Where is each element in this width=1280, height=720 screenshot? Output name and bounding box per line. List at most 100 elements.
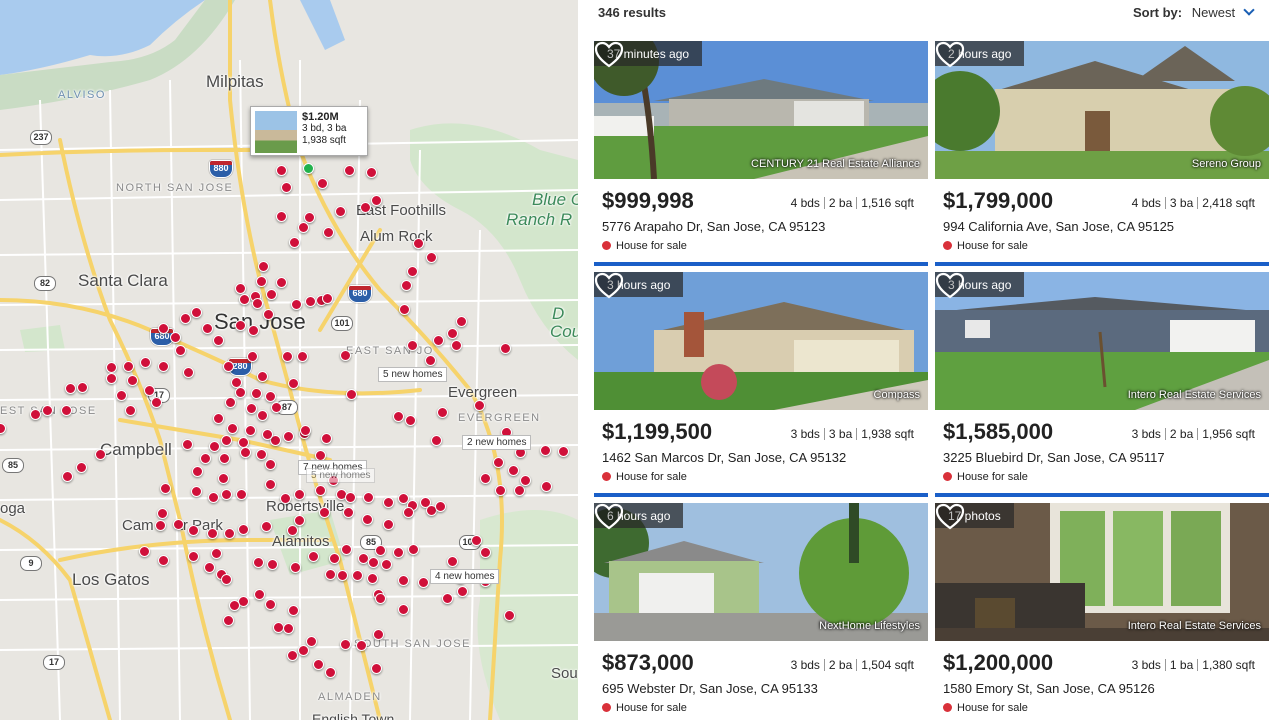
listing-pin[interactable] — [30, 409, 41, 420]
listing-pin[interactable] — [480, 547, 491, 558]
listing-pin[interactable] — [191, 486, 202, 497]
listing-pin[interactable] — [256, 276, 267, 287]
listing-pin[interactable] — [256, 449, 267, 460]
listing-pin[interactable] — [304, 212, 315, 223]
listing-pin[interactable] — [451, 340, 462, 351]
listing-pin[interactable] — [437, 407, 448, 418]
listing-pin[interactable] — [200, 453, 211, 464]
listing-pin[interactable] — [393, 547, 404, 558]
listing-pin[interactable] — [362, 514, 373, 525]
listing-pin[interactable] — [223, 361, 234, 372]
listing-pin[interactable] — [308, 551, 319, 562]
listing-pin[interactable] — [456, 316, 467, 327]
listing-pin[interactable] — [290, 562, 301, 573]
listing-pin[interactable] — [157, 508, 168, 519]
listing-pin[interactable] — [283, 623, 294, 634]
listing-pin[interactable] — [247, 351, 258, 362]
listing-pin[interactable] — [270, 435, 281, 446]
listing-pin[interactable] — [457, 586, 468, 597]
listing-pin[interactable] — [265, 459, 276, 470]
listing-pin[interactable] — [158, 323, 169, 334]
listing-pin[interactable] — [240, 447, 251, 458]
listing-pin[interactable] — [344, 165, 355, 176]
listing-pin[interactable] — [420, 497, 431, 508]
listing-pin[interactable] — [305, 296, 316, 307]
listing-pin[interactable] — [541, 481, 552, 492]
listing-pin[interactable] — [375, 545, 386, 556]
listing-photo[interactable]: 3 hours ago Intero Real Estate Services — [935, 272, 1269, 410]
listing-pin[interactable] — [329, 553, 340, 564]
listing-pin[interactable] — [298, 222, 309, 233]
listing-pin[interactable] — [340, 350, 351, 361]
listing-pin[interactable] — [175, 345, 186, 356]
listing-pin[interactable] — [245, 425, 256, 436]
listing-pin[interactable] — [219, 453, 230, 464]
listing-pin[interactable] — [493, 457, 504, 468]
listing-pin[interactable] — [106, 373, 117, 384]
listing-pin[interactable] — [281, 182, 292, 193]
listing-pin[interactable] — [447, 556, 458, 567]
map-panel[interactable]: Milpitas ALVISO NORTH SAN JOSE East Foot… — [0, 0, 578, 720]
listing-pin[interactable] — [191, 307, 202, 318]
listing-pin[interactable] — [288, 605, 299, 616]
listing-pin[interactable] — [514, 485, 525, 496]
listing-photo[interactable]: 6 hours ago NextHome Lifestyles — [594, 503, 928, 641]
listing-pin[interactable] — [315, 485, 326, 496]
listing-pin[interactable] — [155, 520, 166, 531]
listing-pin[interactable] — [265, 479, 276, 490]
listing-pin[interactable] — [180, 313, 191, 324]
listing-pin[interactable] — [540, 445, 551, 456]
listing-pin[interactable] — [221, 489, 232, 500]
listing-pin[interactable] — [160, 483, 171, 494]
listing-pin[interactable] — [288, 378, 299, 389]
listing-pin[interactable] — [373, 629, 384, 640]
listing-pin[interactable] — [480, 473, 491, 484]
listing-pin[interactable] — [238, 524, 249, 535]
listing-pin[interactable] — [173, 519, 184, 530]
listing-pin[interactable] — [257, 371, 268, 382]
cluster-label-east[interactable]: 5 new homes — [378, 367, 448, 382]
heart-outline-icon[interactable] — [594, 272, 624, 300]
listing-pin[interactable] — [407, 340, 418, 351]
listing-pin[interactable] — [398, 575, 409, 586]
cluster-label-south[interactable]: 4 new homes — [430, 569, 500, 584]
listing-pin[interactable] — [265, 599, 276, 610]
listing-card[interactable]: 3 hours ago Compass $1,199,500 3 bds 3 ba… — [594, 272, 928, 497]
listing-pin[interactable] — [504, 610, 515, 621]
listing-pin[interactable] — [340, 639, 351, 650]
listing-card[interactable]: 3 hours ago Intero Real Estate Services … — [935, 272, 1269, 497]
listing-pin[interactable] — [182, 439, 193, 450]
listing-pin[interactable] — [474, 400, 485, 411]
heart-outline-icon[interactable] — [935, 503, 965, 531]
listing-pin[interactable] — [76, 462, 87, 473]
listing-pin[interactable] — [158, 555, 169, 566]
listing-pin[interactable] — [223, 615, 234, 626]
listing-pin[interactable] — [322, 293, 333, 304]
listing-pin[interactable] — [343, 507, 354, 518]
listing-pin[interactable] — [321, 433, 332, 444]
listing-address[interactable]: 994 California Ave, San Jose, CA 95125 — [943, 219, 1175, 234]
listing-pin[interactable] — [170, 332, 181, 343]
listing-pin[interactable] — [271, 402, 282, 413]
listing-pin[interactable] — [337, 570, 348, 581]
listing-pin[interactable] — [433, 335, 444, 346]
heart-outline-icon[interactable] — [594, 503, 624, 531]
listing-pin[interactable] — [151, 397, 162, 408]
listing-pin[interactable] — [401, 280, 412, 291]
listing-pin[interactable] — [289, 237, 300, 248]
listing-pin[interactable] — [287, 650, 298, 661]
listing-card[interactable]: 17 photos Intero Real Estate Services $1… — [935, 503, 1269, 720]
listing-pin[interactable] — [317, 178, 328, 189]
listing-card[interactable]: 37 minutes ago CENTURY 21 Real Estate Al… — [594, 41, 928, 266]
listing-pin[interactable] — [267, 559, 278, 570]
listing-pin[interactable] — [508, 465, 519, 476]
listing-pin[interactable] — [262, 429, 273, 440]
listing-address[interactable]: 5776 Arapaho Dr, San Jose, CA 95123 — [602, 219, 826, 234]
listing-address[interactable]: 1580 Emory St, San Jose, CA 95126 — [943, 681, 1155, 696]
listing-address[interactable]: 1462 San Marcos Dr, San Jose, CA 95132 — [602, 450, 847, 465]
listing-pin[interactable] — [144, 385, 155, 396]
heart-outline-icon[interactable] — [935, 272, 965, 300]
listing-pin[interactable] — [282, 351, 293, 362]
listing-pin[interactable] — [224, 528, 235, 539]
listing-pin[interactable] — [471, 535, 482, 546]
